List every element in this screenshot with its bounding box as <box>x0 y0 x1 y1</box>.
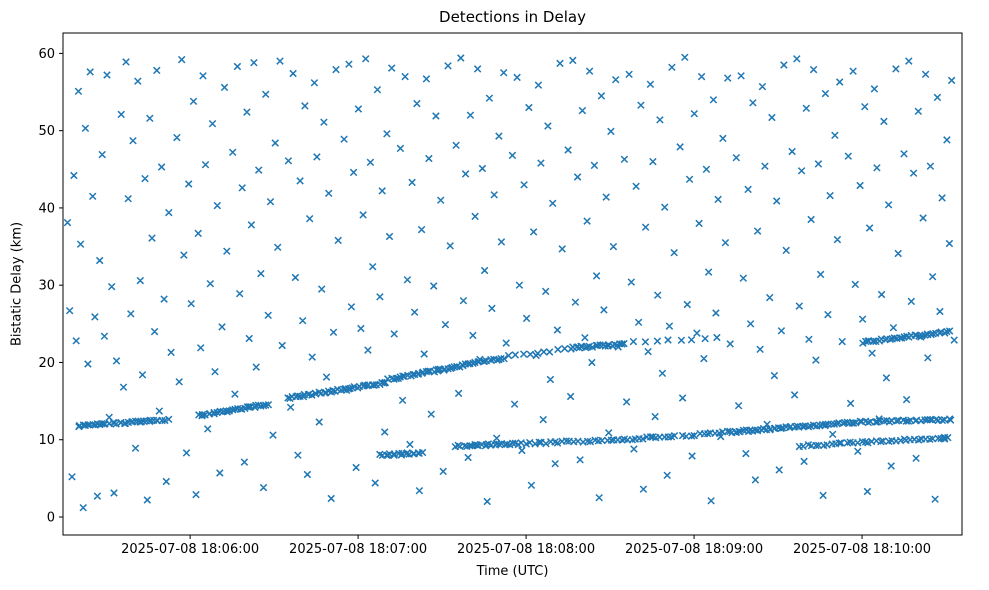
x-tick-label: 2025-07-08 18:07:00 <box>289 542 427 557</box>
axes-box <box>62 32 963 536</box>
x-tick-label: 2025-07-08 18:09:00 <box>625 542 763 557</box>
x-tick-label: 2025-07-08 18:08:00 <box>457 542 595 557</box>
y-tick-label: 20 <box>38 356 55 371</box>
y-tick-label: 10 <box>38 433 55 448</box>
x-axis-label: Time (UTC) <box>476 564 549 579</box>
y-tick-label: 30 <box>38 279 55 294</box>
chart-title: Detections in Delay <box>439 8 586 26</box>
scatter-points <box>63 53 958 512</box>
y-tick-label: 60 <box>38 47 55 62</box>
y-tick-label: 50 <box>38 124 55 139</box>
x-tick-label: 2025-07-08 18:10:00 <box>793 542 931 557</box>
y-tick-label: 0 <box>47 510 55 525</box>
x-tick-label: 2025-07-08 18:06:00 <box>121 542 259 557</box>
y-tick-label: 40 <box>38 201 55 216</box>
